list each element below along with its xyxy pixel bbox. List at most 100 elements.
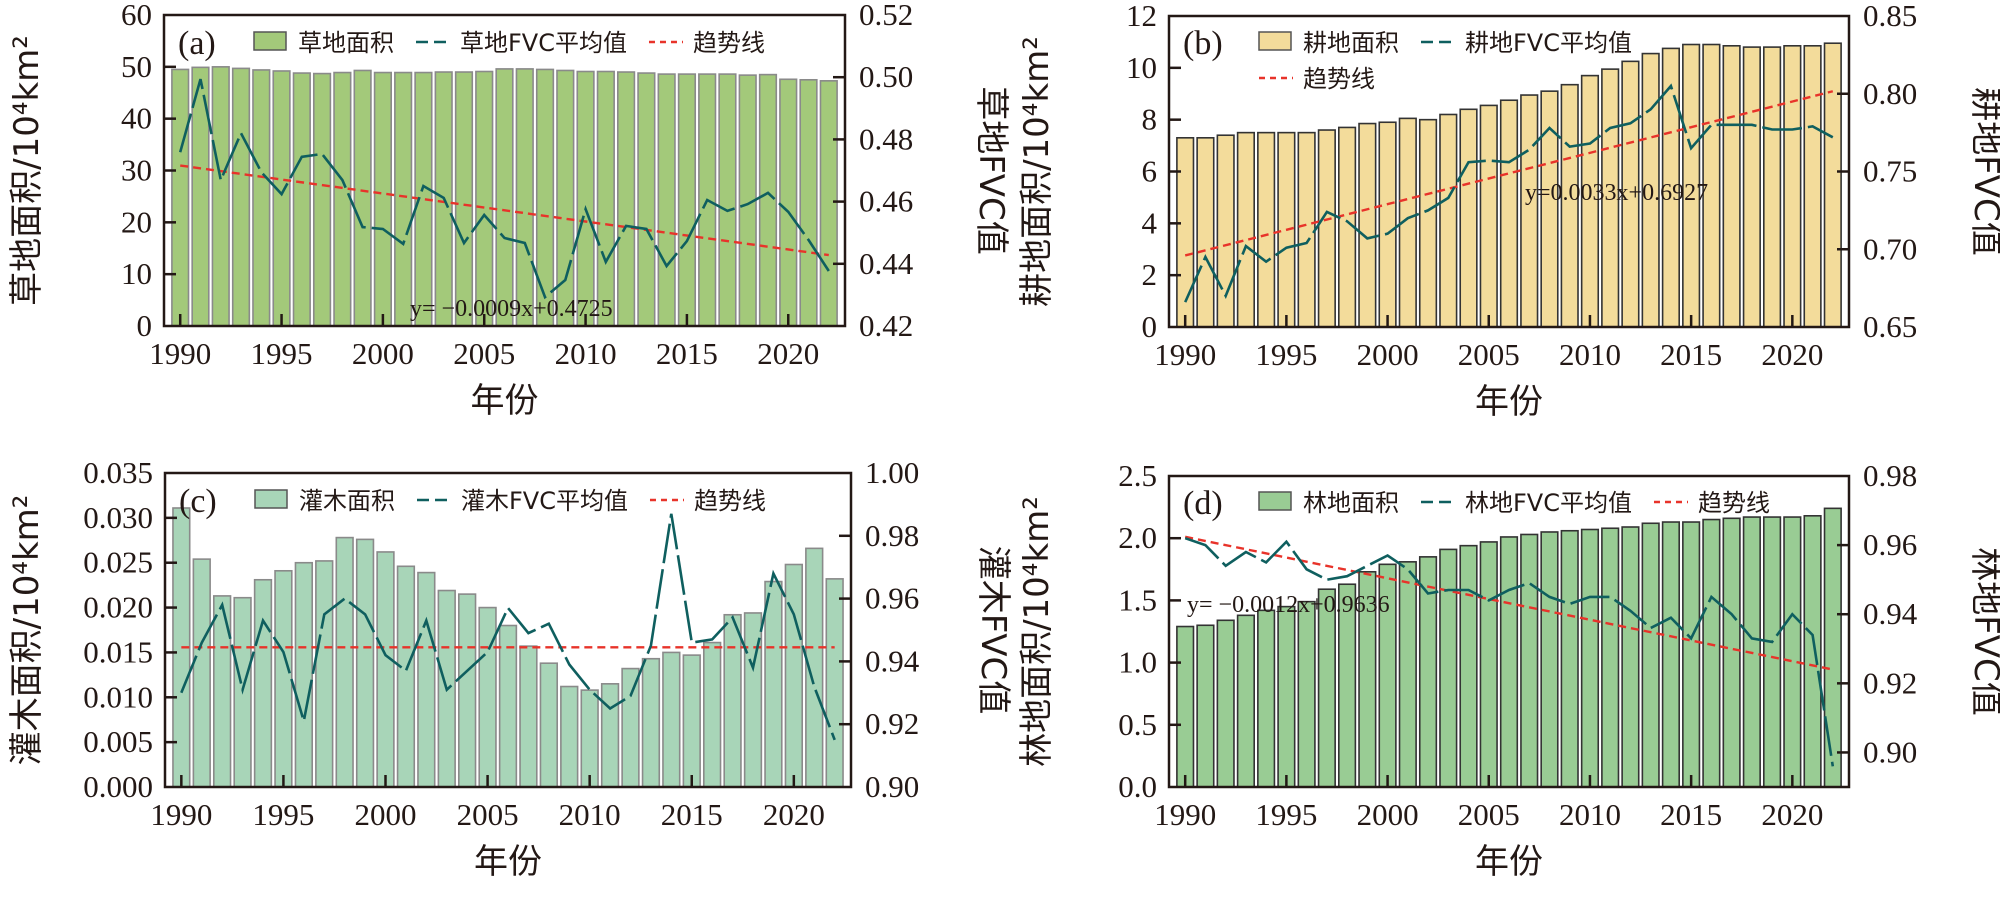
bar	[825, 578, 844, 788]
bar	[1783, 45, 1802, 328]
bar	[621, 667, 640, 788]
y-right-tick-label: 0.85	[1863, 0, 1917, 33]
bar	[1378, 121, 1397, 328]
x-tick-label: 2015	[656, 336, 718, 371]
legend-swatch-bar	[1258, 491, 1292, 511]
bar	[417, 571, 436, 788]
y-right-tick-label: 0.94	[865, 643, 920, 678]
y-right-tick-label: 0.96	[865, 581, 919, 616]
bar	[454, 71, 474, 327]
bar	[335, 536, 354, 788]
bar	[702, 641, 722, 788]
legend-label: 灌木FVC平均值	[461, 487, 628, 515]
bar	[1682, 521, 1701, 788]
bar	[1176, 625, 1195, 788]
bar	[758, 73, 778, 327]
bar	[252, 69, 271, 327]
bar	[475, 70, 494, 327]
x-tick-label: 1995	[251, 336, 313, 371]
bar	[657, 73, 676, 327]
bar	[580, 689, 599, 788]
y-right-tick-label: 0.48	[859, 121, 913, 156]
legend-swatch-bar	[254, 489, 288, 509]
bar	[596, 70, 615, 327]
y-right-tick-label: 0.96	[1863, 527, 1917, 562]
y-tick-label: 2	[1142, 257, 1158, 292]
x-tick-label: 2005	[1458, 337, 1520, 372]
bar	[1358, 122, 1377, 328]
y-tick-label: 1.0	[1118, 645, 1157, 680]
bar-series	[171, 66, 838, 327]
x-tick-label: 2010	[559, 797, 621, 832]
bar	[616, 71, 636, 327]
bar	[1621, 526, 1640, 788]
y-right-tick-label: 0.90	[1863, 734, 1917, 769]
y-tick-label: 4	[1142, 205, 1158, 240]
x-tick-label: 2020	[1761, 797, 1823, 832]
x-tick-label: 2010	[1559, 337, 1621, 372]
legend-label: 趋势线	[1698, 489, 1770, 517]
x-axis-title: 年份	[1475, 382, 1543, 422]
bar	[1661, 521, 1681, 788]
panel-d: 1990 1995 2000 2005 2010 2015 2020 0.0 0.5 1.0 1.5…	[1017, 458, 2000, 882]
bar	[1196, 624, 1215, 788]
bar	[1783, 516, 1802, 788]
bar	[355, 538, 375, 788]
bar	[274, 569, 293, 788]
x-tick-label: 1995	[1255, 337, 1317, 372]
bar	[1641, 522, 1660, 788]
bar	[600, 683, 620, 788]
x-tick-label: 1995	[252, 797, 314, 832]
legend-label: 草地FVC平均值	[460, 29, 627, 57]
y-tick-label: 0.0	[1118, 769, 1157, 804]
panel-b: 1990 1995 2000 2005 2010 2015 2020 0 2 4 6 8 10 12 0.6…	[1017, 0, 2000, 422]
bar	[1297, 131, 1316, 328]
y-tick-label: 0.030	[83, 500, 153, 535]
y-tick-label: 8	[1142, 102, 1158, 137]
y-tick-label: 12	[1126, 0, 1157, 33]
bar	[312, 72, 332, 327]
bar	[539, 662, 559, 788]
bar	[519, 645, 538, 788]
bar	[253, 578, 273, 788]
x-axis-title: 年份	[474, 842, 542, 882]
y-tick-label: 1.5	[1118, 582, 1157, 617]
panel-a: 1990 1995 2000 2005 2010 2015 2020 0 10 20 30 40 50 6…	[7, 0, 1011, 421]
legend-label: 林地面积	[1303, 489, 1399, 517]
legend-label: 林地FVC平均值	[1465, 489, 1632, 517]
bar	[1520, 94, 1539, 328]
plot-frame	[163, 471, 853, 789]
panel-c: 1990 1995 2000 2005 2010 2015 2020 0.000 0.005 0.…	[7, 455, 1013, 882]
x-tick-label: 2015	[661, 797, 723, 832]
bar	[1398, 561, 1417, 788]
bar	[211, 66, 230, 327]
bar	[333, 71, 352, 327]
bar	[1196, 137, 1215, 328]
bar	[535, 68, 555, 327]
bar	[1257, 609, 1276, 788]
bar	[1762, 46, 1782, 328]
bar	[560, 685, 579, 788]
legend-label: 灌木面积	[299, 487, 395, 515]
trend-line	[1184, 90, 1834, 257]
legend: 灌木面积 灌木FVC平均值 趋势线	[254, 487, 766, 515]
y-tick-label: 0.025	[83, 545, 153, 580]
trend-line	[180, 164, 829, 257]
bar	[1823, 507, 1842, 788]
bar	[1297, 600, 1316, 788]
legend-label: 耕地面积	[1303, 29, 1399, 57]
y-tick-label: 50	[121, 49, 152, 84]
y-tick-label: 0.035	[83, 455, 153, 490]
x-tick-label: 2020	[1761, 337, 1823, 372]
y-right-tick-label: 0.52	[859, 0, 913, 32]
x-tick-label: 2015	[1660, 337, 1722, 372]
bar	[799, 78, 818, 327]
bar	[1499, 536, 1519, 788]
bar	[1803, 45, 1822, 328]
legend-swatch-bar	[1258, 31, 1292, 51]
y-right-tick-label: 0.92	[1863, 665, 1917, 700]
legend: 林地面积 林地FVC平均值 趋势线	[1258, 489, 1770, 517]
bar	[1580, 528, 1600, 788]
